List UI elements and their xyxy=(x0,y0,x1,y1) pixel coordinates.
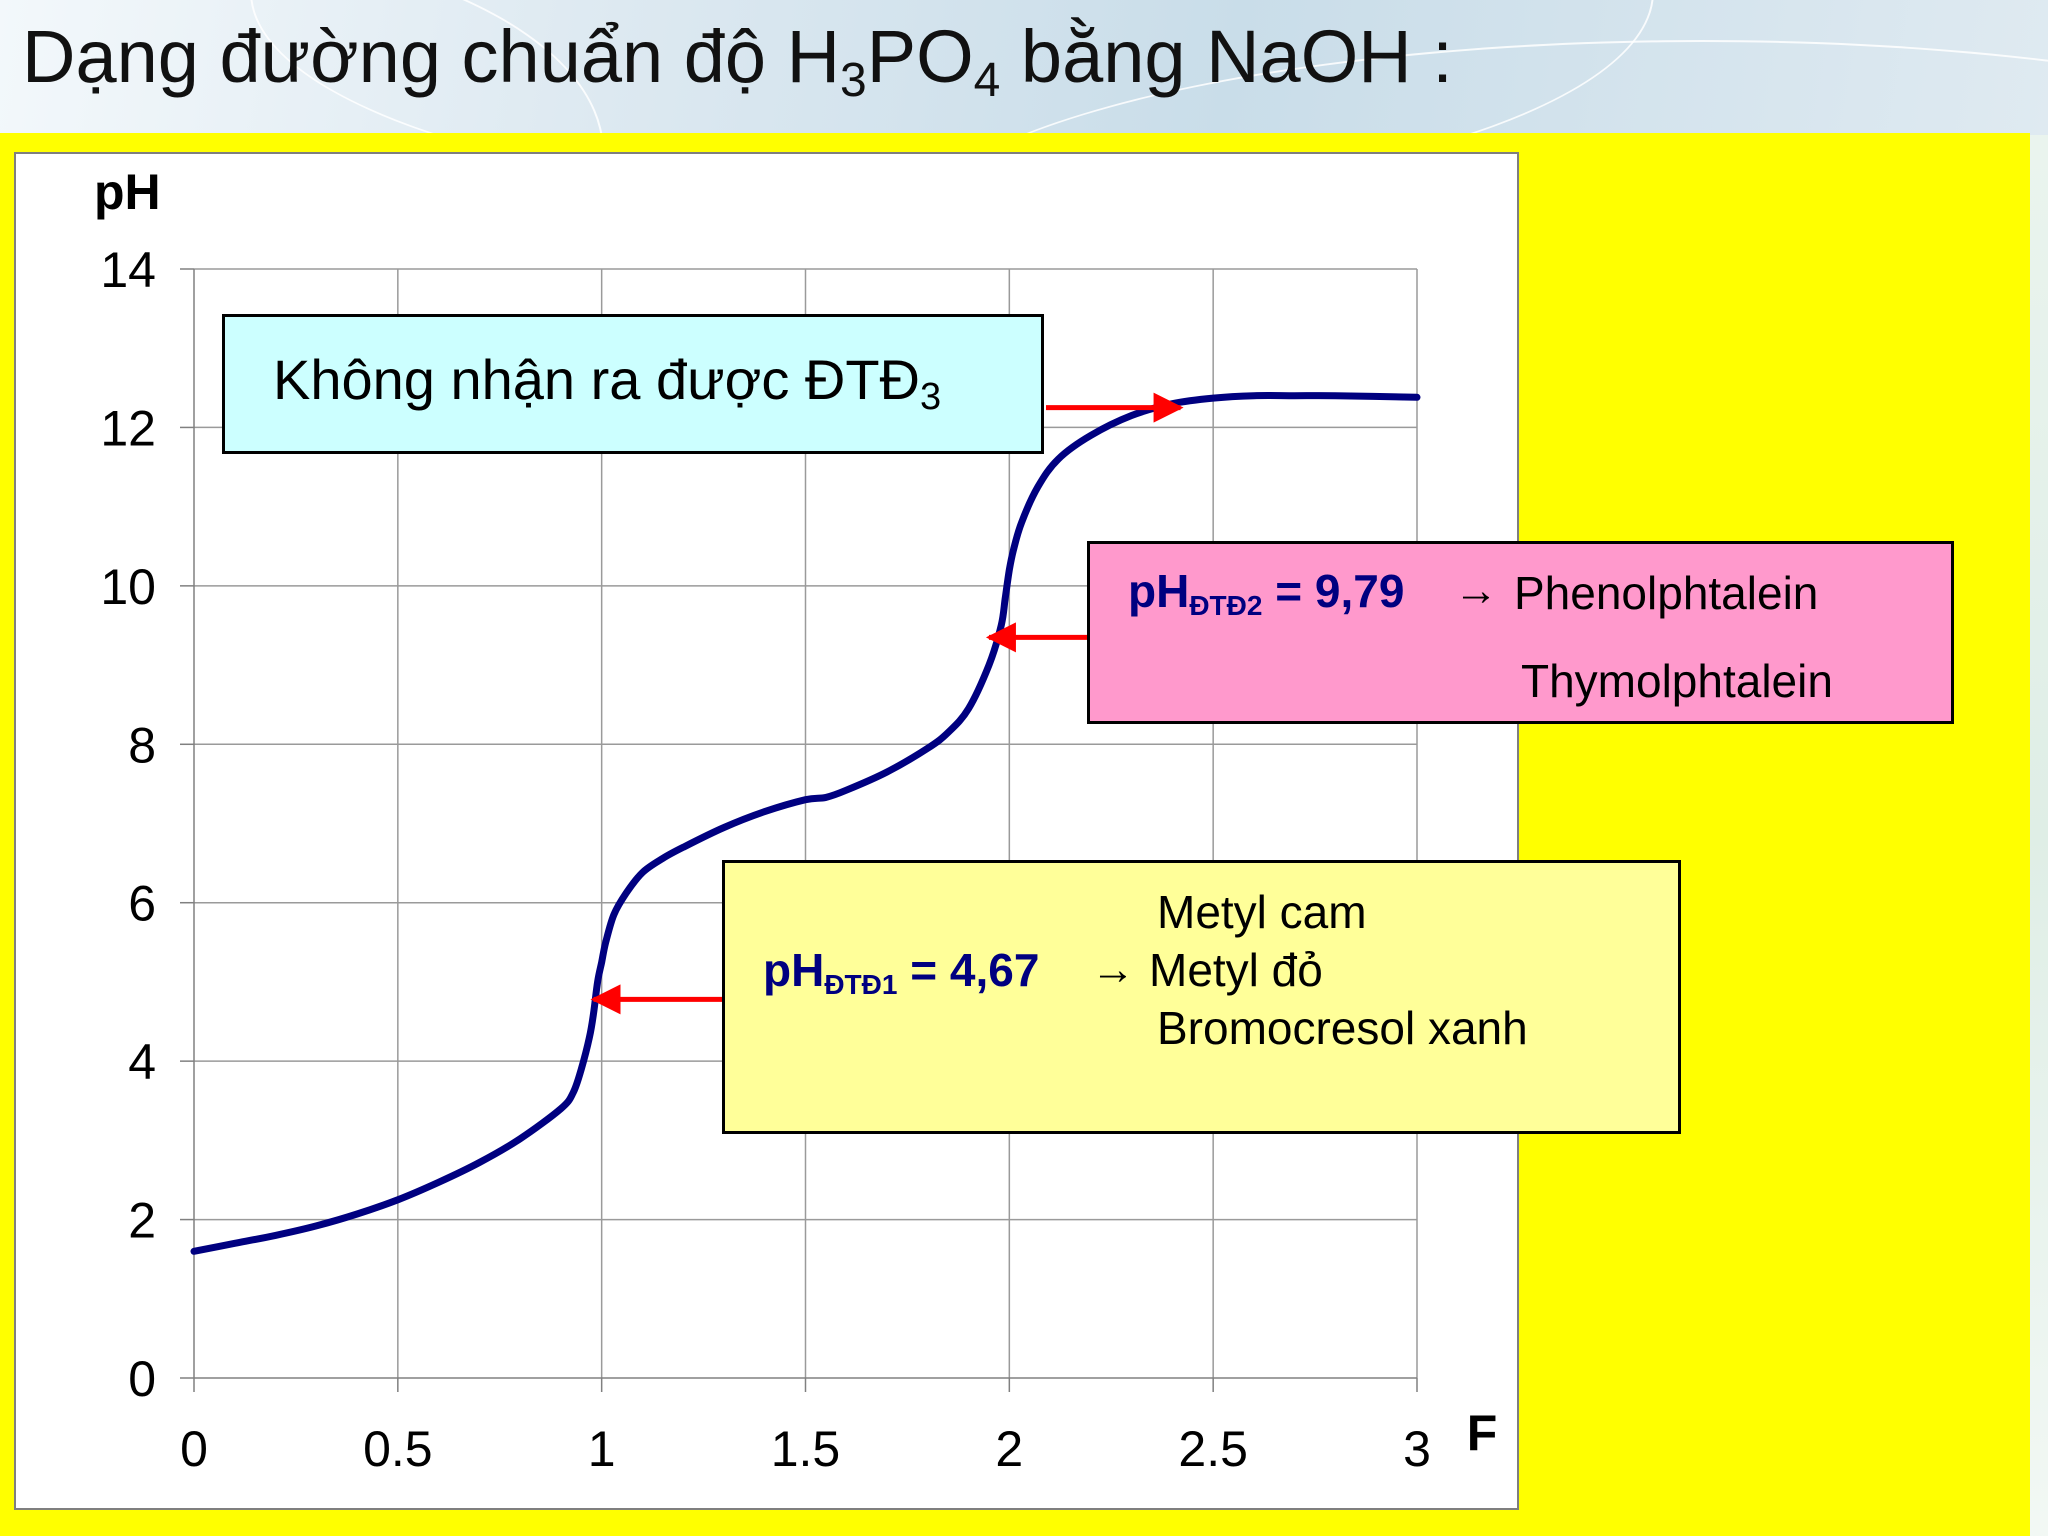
x-tick-label: 0.5 xyxy=(363,1421,433,1477)
title-subscript: 4 xyxy=(973,54,1001,107)
ph-equivalence-2-label: pHĐTĐ2 = 9,79 xyxy=(1128,564,1404,622)
x-tick-label: 1.5 xyxy=(771,1421,841,1477)
y-tick-label: 2 xyxy=(128,1193,156,1249)
ph-text: pH xyxy=(763,944,825,996)
x-tick-label: 2 xyxy=(995,1421,1023,1477)
title-subscript: 3 xyxy=(840,54,867,107)
arrow-symbol: → xyxy=(1091,945,1135,994)
x-tick-label: 1 xyxy=(588,1421,616,1477)
ph-text: pH xyxy=(1128,565,1190,617)
title-suffix: bằng NaOH : xyxy=(1000,15,1453,98)
callout-not-detectable: Không nhận ra được ĐTĐ3 xyxy=(222,314,1044,454)
arrow-symbol: → xyxy=(1454,566,1498,615)
ph-equivalence-1-label: pHĐTĐ1 = 4,67 xyxy=(763,943,1039,1001)
indicator-metyl-cam: Metyl cam xyxy=(1157,886,1367,938)
slide-edge-decoration xyxy=(2030,135,2048,1536)
callout-equivalence-point-1: Metyl cam pHĐTĐ1 = 4,67 → Metyl đỏ Bromo… xyxy=(722,860,1681,1134)
indicator-phenolphtalein: Phenolphtalein xyxy=(1514,567,1819,619)
indicator-bromocresol-xanh: Bromocresol xanh xyxy=(1157,1002,1528,1054)
indicator-thymolphtalein: Thymolphtalein xyxy=(1521,655,1833,707)
title-middle: PO xyxy=(866,15,974,98)
ph-value: = 4,67 xyxy=(897,944,1040,996)
callout-3-main-text: Không nhận ra được ĐTĐ xyxy=(273,348,920,411)
slide-header: Dạng đường chuẩn độ H3PO4 bằng NaOH : xyxy=(0,0,2048,135)
y-tick-label: 6 xyxy=(128,876,156,932)
y-tick-label: 14 xyxy=(100,242,156,298)
title-prefix: Dạng đường chuẩn độ H xyxy=(22,15,841,98)
y-tick-label: 4 xyxy=(128,1034,156,1090)
ph-subscript: ĐTĐ1 xyxy=(824,969,898,1000)
y-tick-label: 0 xyxy=(128,1351,156,1407)
x-tick-label: 3 xyxy=(1403,1421,1431,1477)
callout-3-subscript: 3 xyxy=(919,376,942,418)
ph-value: = 9,79 xyxy=(1262,565,1405,617)
y-tick-label: 10 xyxy=(100,559,156,615)
y-axis-title: pH xyxy=(94,164,161,220)
x-axis-title: F xyxy=(1467,1405,1498,1461)
y-tick-label: 12 xyxy=(100,400,156,456)
titration-curve xyxy=(190,392,1421,1255)
slide-title: Dạng đường chuẩn độ H3PO4 bằng NaOH : xyxy=(22,14,1453,108)
y-tick-label: 8 xyxy=(128,717,156,773)
x-tick-label: 2.5 xyxy=(1178,1421,1248,1477)
x-tick-label: 0 xyxy=(180,1421,208,1477)
callout-3-text: Không nhận ra được ĐTĐ3 xyxy=(273,347,941,419)
callout-equivalence-point-2: pHĐTĐ2 = 9,79 → Phenolphtalein Thymolpht… xyxy=(1087,541,1954,724)
ph-subscript: ĐTĐ2 xyxy=(1189,590,1263,621)
indicator-metyl-do: Metyl đỏ xyxy=(1149,944,1323,996)
